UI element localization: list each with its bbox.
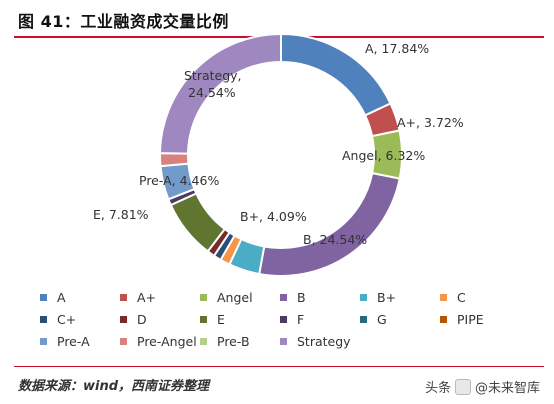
legend-swatch <box>280 337 287 345</box>
legend-swatch <box>200 337 207 345</box>
legend-item-e: E <box>200 311 280 327</box>
slice-label-a-: A+, 3.72% <box>397 115 464 130</box>
legend-item-c-: C+ <box>40 311 120 327</box>
slice-label-pre-a: Pre-A, 4.46% <box>139 173 219 188</box>
legend-label: Pre-Angel <box>137 333 197 349</box>
watermark-right: @未来智库 <box>474 381 540 396</box>
legend-swatch <box>200 293 207 301</box>
legend-item-pipe: PIPE <box>440 311 520 327</box>
legend-item-a-: A+ <box>120 289 200 305</box>
watermark-left: 头条 <box>424 381 451 396</box>
legend-swatch <box>440 315 447 323</box>
legend-swatch <box>40 293 47 301</box>
legend-label: B+ <box>377 289 397 305</box>
legend-item-pre-a: Pre-A <box>40 333 120 349</box>
chart-title: 图 41：工业融资成交量比例 <box>18 12 229 31</box>
slice-label-a: A, 17.84% <box>365 41 429 56</box>
legend-item-strategy: Strategy <box>280 333 360 349</box>
watermark-icon <box>454 378 471 395</box>
legend-label: B <box>297 289 306 305</box>
slice-label-b-: B+, 4.09% <box>240 209 307 224</box>
legend-label: D <box>137 311 147 327</box>
legend-label: A+ <box>137 289 157 305</box>
legend-item-pre-angel: Pre-Angel <box>120 333 200 349</box>
donut-slices <box>158 32 403 277</box>
legend-item-b-: B+ <box>360 289 440 305</box>
legend-item-angel: Angel <box>200 289 280 305</box>
legend-swatch <box>280 315 287 323</box>
legend-swatch <box>360 293 367 301</box>
legend-item-d: D <box>120 311 200 327</box>
legend-item-a: A <box>40 289 120 305</box>
chart-legend: A A+ Angel B B+ C C+ D E F G PIPE Pre-A Pre-Angel Pre-… <box>40 289 520 349</box>
legend-swatch <box>200 315 207 323</box>
footer-divider <box>14 366 544 367</box>
slice-label-e: E, 7.81% <box>93 207 149 222</box>
watermark: 头条 @未来智库 <box>425 377 540 396</box>
legend-swatch <box>120 315 127 323</box>
slice-strategy <box>158 32 282 155</box>
legend-swatch <box>360 315 367 323</box>
slice-label-strategy: Strategy, 24.54% <box>184 68 242 100</box>
legend-item-c: C <box>440 289 520 305</box>
legend-swatch <box>120 337 127 345</box>
legend-label: PIPE <box>457 311 484 327</box>
legend-swatch <box>40 315 47 323</box>
legend-swatch <box>40 337 47 345</box>
legend-swatch <box>280 293 287 301</box>
legend-item-f: F <box>280 311 360 327</box>
legend-label: Pre-B <box>217 333 250 349</box>
legend-label: C <box>457 289 466 305</box>
legend-swatch <box>440 293 447 301</box>
legend-item-pre-b: Pre-B <box>200 333 280 349</box>
legend-item-g: G <box>360 311 440 327</box>
legend-swatch <box>120 293 127 301</box>
legend-label: Strategy <box>297 333 351 349</box>
donut-chart: A, 17.84% A+, 3.72% Angel, 6.32% B, 24.54% B… <box>93 32 464 277</box>
legend-label: F <box>297 311 305 327</box>
legend-label: E <box>217 311 225 327</box>
legend-label: Angel <box>217 289 253 305</box>
legend-item-b: B <box>280 289 360 305</box>
slice-label-b: B, 24.54% <box>303 232 367 247</box>
source-note: 数据来源：wind，西南证券整理 <box>18 379 210 394</box>
legend-label: A <box>57 289 66 305</box>
slice-label-angel: Angel, 6.32% <box>342 148 425 163</box>
legend-label: G <box>377 311 387 327</box>
slice-pre-angel <box>159 152 190 168</box>
slice-b <box>258 171 401 277</box>
slice-labels: A, 17.84% A+, 3.72% Angel, 6.32% B, 24.54% B… <box>93 41 464 247</box>
legend-label: Pre-A <box>57 333 90 349</box>
legend-label: C+ <box>57 311 77 327</box>
